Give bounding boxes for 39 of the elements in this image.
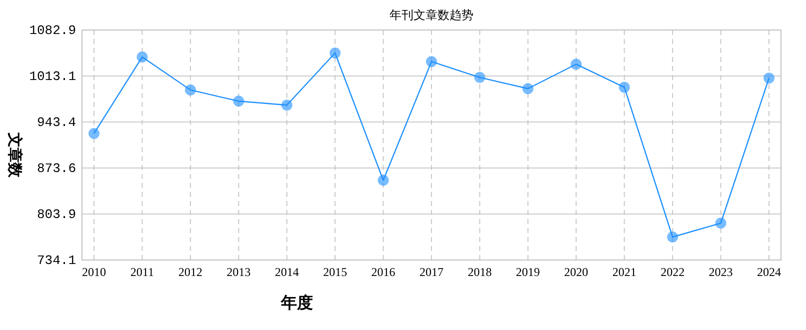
x-tick-label: 2011 bbox=[130, 265, 154, 279]
x-tick-label: 2024 bbox=[757, 265, 781, 279]
x-tick-label: 2016 bbox=[371, 265, 396, 279]
point bbox=[474, 72, 486, 83]
point bbox=[378, 174, 389, 186]
x-tick-label: 2021 bbox=[612, 265, 636, 279]
y-tick-label: 1013.1 bbox=[29, 69, 76, 84]
x-tick-label: 2010 bbox=[82, 265, 106, 279]
y-tick-label: 1082.9 bbox=[29, 23, 76, 38]
x-tick-label: 2012 bbox=[178, 265, 202, 279]
y-tick-label: 873.6 bbox=[36, 161, 76, 176]
point bbox=[522, 83, 534, 94]
x-tick-label: 2023 bbox=[708, 265, 733, 279]
x-tick-label: 2017 bbox=[420, 265, 444, 279]
x-tick-label: 2018 bbox=[468, 265, 492, 279]
point bbox=[715, 218, 726, 229]
x-tick-label: 2019 bbox=[516, 265, 540, 279]
chart-title: 年刊文章数趋势 bbox=[390, 8, 474, 22]
x-tick-label: 2014 bbox=[274, 265, 299, 279]
y-tick-label: 734.1 bbox=[36, 253, 76, 268]
point bbox=[88, 128, 100, 139]
point bbox=[764, 72, 774, 84]
x-tick-label: 2022 bbox=[660, 265, 685, 279]
x-tick-label: 2020 bbox=[564, 265, 588, 279]
point bbox=[184, 84, 196, 96]
point bbox=[136, 51, 148, 62]
point bbox=[618, 82, 630, 93]
y-tick-label: 943.4 bbox=[36, 114, 76, 130]
point bbox=[281, 100, 292, 111]
point bbox=[667, 231, 678, 242]
point bbox=[570, 58, 582, 70]
y-tick-label: 803.9 bbox=[36, 206, 76, 222]
y-axis-title: 文章数 bbox=[6, 132, 24, 178]
x-tick-label: 2015 bbox=[323, 265, 348, 279]
x-axis-title: 年度 bbox=[280, 293, 313, 312]
point bbox=[330, 48, 341, 59]
x-tick-label: 2013 bbox=[226, 265, 251, 279]
point bbox=[233, 96, 244, 107]
point bbox=[426, 56, 437, 68]
